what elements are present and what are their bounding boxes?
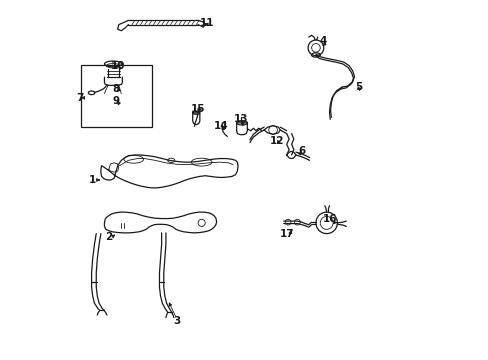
Text: 16: 16 [322, 214, 337, 224]
Text: 11: 11 [199, 18, 214, 28]
Text: 15: 15 [190, 104, 205, 113]
Text: 4: 4 [319, 36, 326, 46]
Text: 10: 10 [110, 61, 124, 71]
Text: 8: 8 [112, 84, 119, 94]
Text: 17: 17 [280, 229, 294, 239]
Text: 5: 5 [354, 82, 362, 92]
Text: 14: 14 [214, 121, 228, 131]
Text: 1: 1 [89, 175, 96, 185]
Text: 7: 7 [76, 93, 84, 103]
Text: 12: 12 [269, 136, 284, 146]
Text: 6: 6 [297, 147, 305, 157]
Text: 3: 3 [173, 316, 180, 326]
Text: 2: 2 [105, 232, 112, 242]
Text: 13: 13 [233, 114, 248, 124]
Text: 9: 9 [112, 96, 119, 107]
